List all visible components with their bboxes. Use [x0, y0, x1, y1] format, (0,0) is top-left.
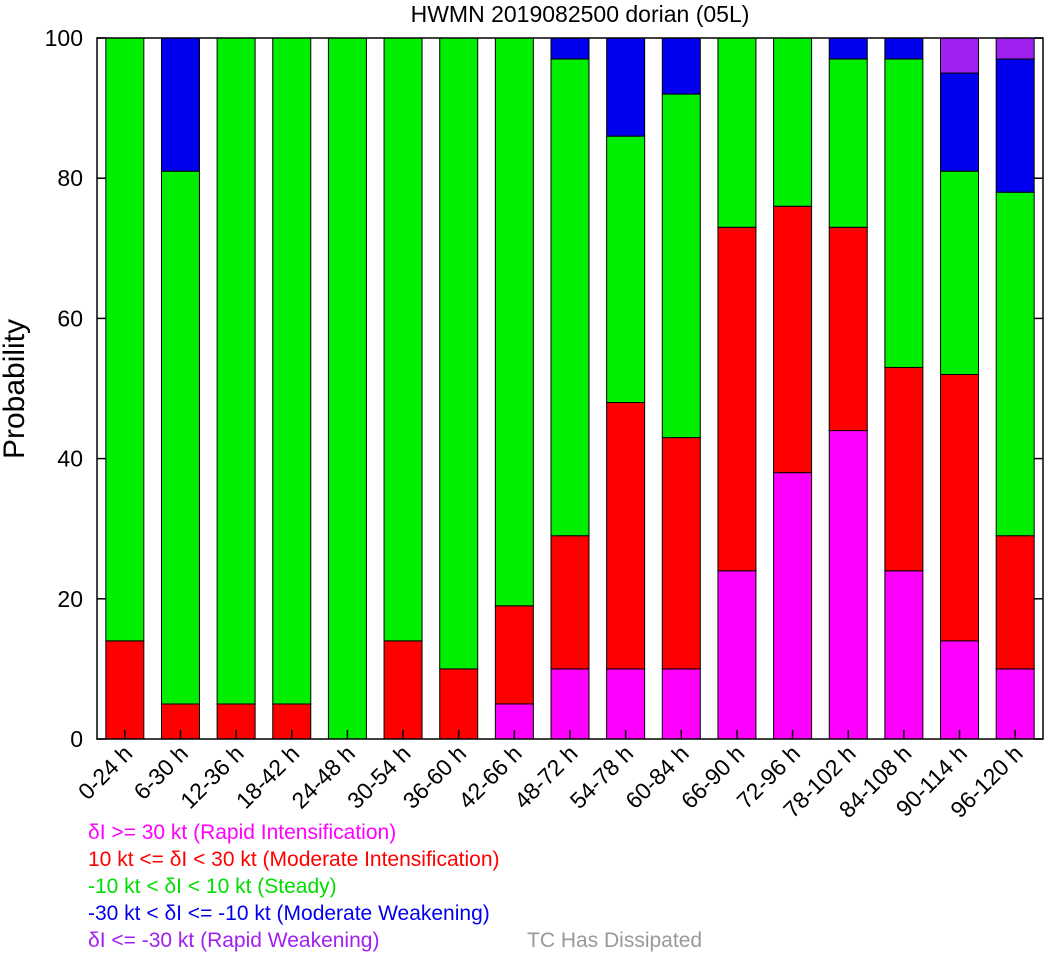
bar-segment-moderate-weakening-13	[829, 38, 867, 59]
bar-segment-moderate-intensification-0	[106, 641, 144, 739]
bar-segment-steady-13	[829, 59, 867, 227]
bar-segment-steady-6	[440, 38, 478, 669]
chart-svg: HWMN 2019082500 dorian (05L) Probability…	[0, 0, 1057, 960]
bar-segment-moderate-intensification-11	[718, 227, 756, 570]
legend-rapid-intensification: δI >= 30 kt (Rapid Intensification)	[88, 820, 396, 846]
chart-title: HWMN 2019082500 dorian (05L)	[411, 1, 750, 27]
legend-moderate-weakening: -30 kt < δI <= -10 kt (Moderate Weakenin…	[88, 901, 490, 927]
bar-segment-rapid-intensification-13	[829, 431, 867, 739]
y-axis-label: Probability	[0, 319, 31, 459]
bar-segment-rapid-weakening-16	[996, 38, 1034, 59]
bar-segment-steady-0	[106, 38, 144, 641]
bar-segment-steady-1	[161, 171, 199, 704]
bar-segment-moderate-weakening-10	[662, 38, 700, 94]
bar-segment-moderate-weakening-15	[941, 73, 979, 171]
bar-segment-steady-9	[607, 136, 645, 402]
bar-segment-rapid-intensification-11	[718, 571, 756, 739]
bar-segment-rapid-intensification-14	[885, 571, 923, 739]
bar-segment-moderate-intensification-12	[774, 206, 812, 472]
bar-segment-steady-5	[384, 38, 422, 641]
bar-segment-steady-8	[551, 59, 589, 536]
legend-moderate-intensification: 10 kt <= δI < 30 kt (Moderate Intensific…	[88, 847, 500, 873]
bar-segment-steady-3	[273, 38, 311, 704]
bar-segment-moderate-intensification-9	[607, 403, 645, 669]
y-tick-label-0: 0	[70, 726, 83, 752]
legend-rapid-weakening: δI <= -30 kt (Rapid Weakening)	[88, 928, 379, 954]
bar-segment-rapid-intensification-15	[941, 641, 979, 739]
bar-segment-steady-14	[885, 59, 923, 367]
bars-group	[106, 38, 1034, 739]
bar-segment-steady-4	[328, 38, 366, 739]
bar-segment-moderate-weakening-8	[551, 38, 589, 59]
bar-segment-rapid-intensification-12	[774, 473, 812, 739]
bar-segment-steady-12	[774, 38, 812, 206]
bar-segment-moderate-weakening-16	[996, 59, 1034, 192]
bar-segment-moderate-intensification-15	[941, 374, 979, 640]
bar-segment-rapid-intensification-16	[996, 669, 1034, 739]
bar-segment-steady-2	[217, 38, 255, 704]
x-tick-labels: 0-24 h6-30 h12-36 h18-42 h24-48 h30-54 h…	[73, 740, 1028, 823]
bar-segment-moderate-weakening-9	[607, 38, 645, 136]
bar-segment-moderate-intensification-10	[662, 438, 700, 669]
y-tick-label-100: 100	[45, 25, 83, 51]
bar-segment-moderate-weakening-14	[885, 38, 923, 59]
y-tick-label-80: 80	[57, 165, 83, 191]
bar-segment-moderate-intensification-6	[440, 669, 478, 739]
bar-segment-rapid-intensification-10	[662, 669, 700, 739]
bar-segment-moderate-intensification-5	[384, 641, 422, 739]
y-tick-label-60: 60	[57, 305, 83, 331]
bar-segment-steady-16	[996, 192, 1034, 535]
legend-steady: -10 kt < δI < 10 kt (Steady)	[88, 874, 337, 900]
bar-segment-moderate-intensification-16	[996, 536, 1034, 669]
bar-segment-rapid-intensification-8	[551, 669, 589, 739]
bar-segment-rapid-intensification-9	[607, 669, 645, 739]
y-tick-label-40: 40	[57, 446, 83, 472]
bar-segment-moderate-intensification-13	[829, 227, 867, 430]
bar-segment-steady-11	[718, 38, 756, 227]
legend-dissipated: TC Has Dissipated	[527, 928, 702, 954]
bar-segment-steady-15	[941, 171, 979, 374]
bar-segment-moderate-intensification-7	[495, 606, 533, 704]
bar-segment-steady-10	[662, 94, 700, 437]
bar-segment-rapid-weakening-15	[941, 38, 979, 73]
bar-segment-moderate-weakening-1	[161, 38, 199, 171]
bar-segment-moderate-intensification-14	[885, 367, 923, 570]
y-tick-label-20: 20	[57, 586, 83, 612]
bar-segment-moderate-intensification-8	[551, 536, 589, 669]
bar-segment-steady-7	[495, 38, 533, 606]
y-tick-labels: 0 20 40 60 80 100	[45, 25, 83, 752]
